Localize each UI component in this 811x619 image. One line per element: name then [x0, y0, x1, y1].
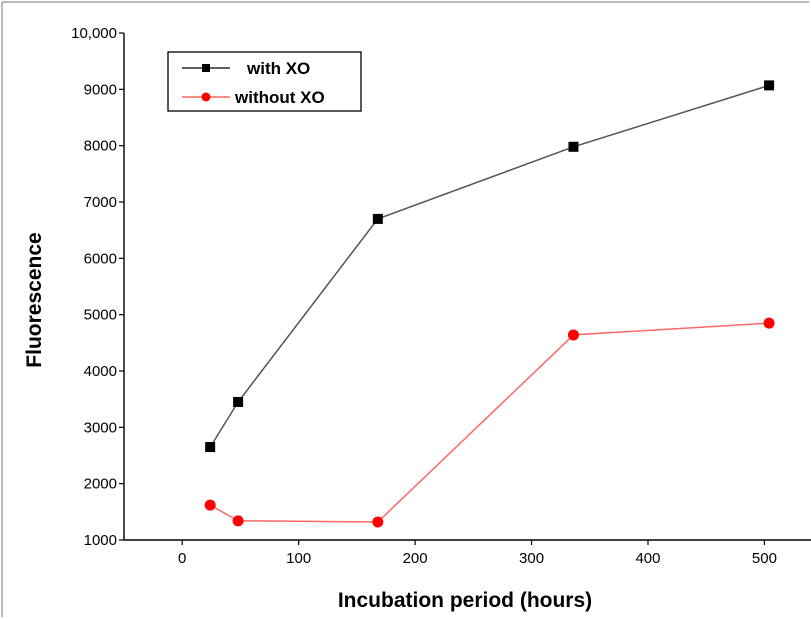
legend-label-with-xo: with XO [246, 59, 310, 78]
data-point-without-xo [763, 317, 775, 329]
y-tick-label: 3000 [84, 419, 117, 436]
axis-ticks: 10002000300040005000600070008000900010,0… [71, 25, 777, 567]
x-axis-title: Incubation period (hours) [338, 589, 592, 612]
legend-marker-without-xo [201, 92, 211, 102]
y-axis-title: Fluorescence [23, 232, 46, 367]
data-point-without-xo [204, 499, 216, 511]
y-tick-label: 1000 [84, 532, 117, 549]
data-point-without-xo [232, 515, 244, 527]
y-tick-label: 7000 [84, 194, 117, 211]
data-point-with-xo [205, 442, 216, 453]
y-tick-label: 6000 [84, 250, 117, 267]
data-point-with-xo [233, 396, 244, 407]
x-tick-label: 0 [178, 550, 186, 567]
y-tick-label: 10,000 [71, 25, 117, 42]
y-tick-label: 8000 [84, 138, 117, 155]
data-point-with-xo [372, 213, 383, 224]
data-point-without-xo [372, 516, 384, 528]
y-tick-label: 4000 [84, 363, 117, 380]
x-tick-label: 500 [752, 550, 777, 567]
x-tick-label: 100 [286, 550, 311, 567]
y-tick-label: 9000 [84, 81, 117, 98]
y-tick-label: 2000 [84, 476, 117, 493]
data-point-with-xo [568, 141, 579, 152]
data-point-with-xo [764, 80, 775, 91]
legend-label-without-xo: without XO [234, 88, 325, 107]
x-tick-label: 300 [519, 550, 544, 567]
legend-box [167, 51, 362, 112]
legend: with XO without XO [167, 51, 362, 112]
data-series [204, 80, 775, 528]
data-point-without-xo [567, 329, 579, 341]
legend-marker-with-xo [202, 64, 210, 72]
y-tick-label: 5000 [84, 307, 117, 324]
x-tick-label: 200 [403, 550, 428, 567]
axes [123, 33, 811, 541]
x-tick-label: 400 [635, 550, 660, 567]
